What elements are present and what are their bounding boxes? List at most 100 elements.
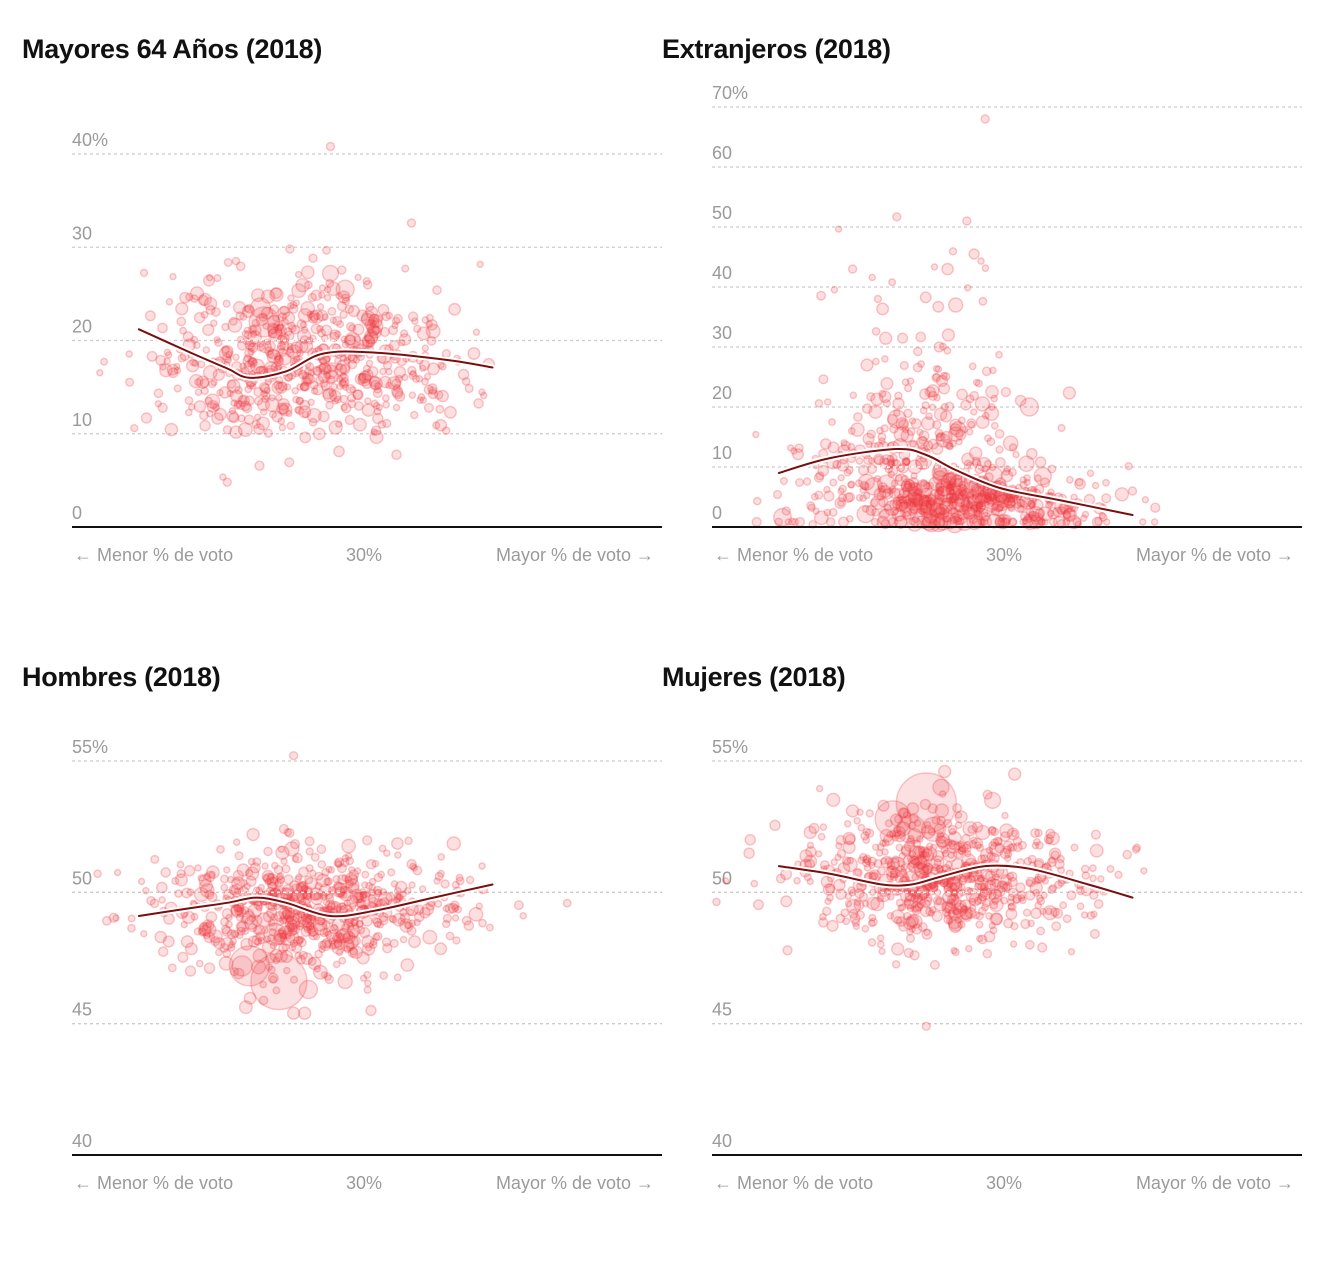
data-point xyxy=(320,324,333,337)
data-point xyxy=(334,363,347,377)
data-point xyxy=(875,849,884,857)
data-point xyxy=(916,835,924,843)
data-point xyxy=(204,396,213,406)
chart-title: Mujeres (2018) xyxy=(662,662,846,692)
data-point xyxy=(922,899,931,909)
data-point xyxy=(945,492,954,501)
data-point xyxy=(973,841,982,849)
data-point xyxy=(912,346,923,357)
data-point xyxy=(286,1006,301,1020)
data-point xyxy=(413,904,425,916)
data-point xyxy=(231,955,253,977)
data-point xyxy=(221,353,232,363)
y-tick-label: 10 xyxy=(712,443,732,463)
data-point xyxy=(775,873,786,884)
data-point xyxy=(370,428,378,436)
data-point xyxy=(978,501,987,510)
data-point xyxy=(362,835,373,846)
data-point xyxy=(825,883,836,894)
data-point xyxy=(962,216,972,226)
data-point xyxy=(943,346,952,355)
data-point xyxy=(395,893,404,902)
data-point xyxy=(959,487,971,499)
data-point xyxy=(300,884,309,893)
data-point xyxy=(1063,511,1072,520)
data-point xyxy=(330,923,339,932)
data-point xyxy=(274,354,284,364)
data-point xyxy=(908,495,917,504)
data-point xyxy=(202,346,211,354)
data-point xyxy=(925,412,933,421)
data-point xyxy=(958,480,967,489)
data-point xyxy=(952,509,968,526)
data-point xyxy=(935,431,946,442)
data-point xyxy=(155,881,168,894)
data-point xyxy=(193,400,207,413)
data-point xyxy=(304,367,313,376)
data-point xyxy=(367,324,381,337)
data-point xyxy=(898,807,910,819)
data-point xyxy=(322,927,332,937)
data-point xyxy=(891,499,902,509)
data-point xyxy=(1098,511,1106,520)
data-point xyxy=(919,501,933,515)
data-point xyxy=(395,893,403,901)
data-point xyxy=(1007,871,1018,882)
data-point xyxy=(376,921,384,929)
data-point xyxy=(877,432,887,442)
data-point xyxy=(954,501,965,513)
data-point xyxy=(881,838,890,847)
data-point xyxy=(869,871,879,881)
data-point xyxy=(193,927,202,936)
data-point xyxy=(179,326,188,335)
data-point xyxy=(908,821,917,830)
data-point xyxy=(373,931,383,942)
data-point xyxy=(341,923,351,933)
data-point xyxy=(253,423,265,435)
data-point xyxy=(279,305,290,316)
data-point xyxy=(268,922,278,932)
data-point xyxy=(338,886,354,902)
data-point xyxy=(232,300,247,315)
data-point xyxy=(867,457,876,465)
data-point xyxy=(325,278,335,288)
data-point xyxy=(297,916,305,925)
data-point xyxy=(890,479,899,488)
data-point xyxy=(941,907,951,917)
data-point xyxy=(936,493,945,502)
data-point xyxy=(355,898,366,908)
data-point xyxy=(1122,849,1133,860)
data-point xyxy=(393,851,402,859)
data-point xyxy=(274,323,288,337)
data-point xyxy=(340,857,350,868)
data-point xyxy=(824,897,832,906)
data-point xyxy=(871,357,880,366)
data-point xyxy=(371,859,380,868)
data-point xyxy=(969,904,977,913)
data-point xyxy=(910,492,925,507)
data-point xyxy=(230,929,240,939)
data-point xyxy=(419,906,431,919)
data-point xyxy=(244,385,253,394)
data-point xyxy=(385,381,393,390)
data-point xyxy=(277,398,291,411)
data-point xyxy=(319,379,329,388)
data-point xyxy=(372,401,381,410)
data-point xyxy=(1007,893,1015,902)
data-point xyxy=(916,503,929,515)
data-point xyxy=(351,922,360,930)
data-point xyxy=(853,899,865,911)
data-point xyxy=(987,826,997,836)
data-point xyxy=(895,843,904,852)
data-point xyxy=(860,831,870,841)
data-point xyxy=(910,497,919,506)
data-point xyxy=(317,940,327,950)
data-point xyxy=(270,287,283,300)
data-point xyxy=(957,416,966,425)
data-point xyxy=(288,323,297,333)
data-point xyxy=(843,468,852,477)
data-point xyxy=(286,915,294,923)
data-point xyxy=(1002,881,1013,892)
data-point xyxy=(955,429,967,441)
data-point xyxy=(888,487,901,500)
